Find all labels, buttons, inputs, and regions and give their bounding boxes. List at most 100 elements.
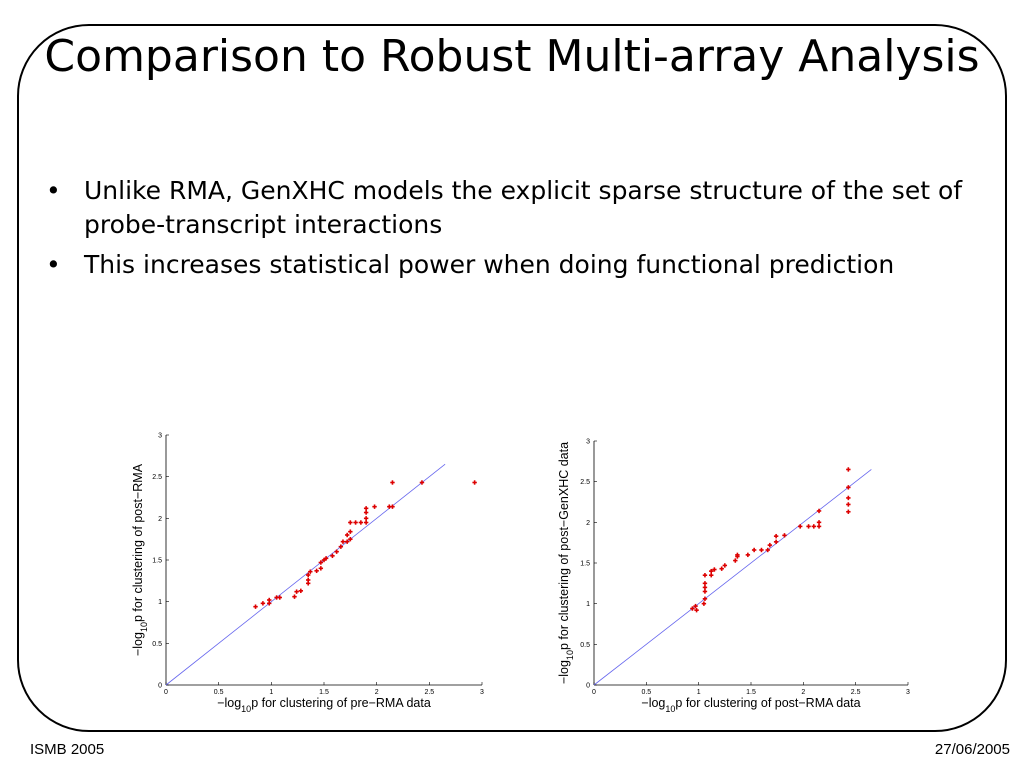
data-point (702, 573, 708, 578)
reference-diagonal-line (165, 463, 446, 686)
data-point (323, 556, 329, 561)
data-point (846, 509, 851, 514)
data-point (348, 536, 353, 542)
x-tick-label: 2.5 (851, 689, 861, 696)
bullet-text: This increases statistical power when do… (84, 250, 895, 279)
data-point (372, 504, 377, 509)
data-point (719, 566, 724, 571)
y-tick-label: 2 (158, 516, 162, 523)
data-point (733, 558, 738, 563)
bullet-list: • Unlike RMA, GenXHC models the explicit… (46, 174, 966, 288)
data-point (811, 524, 816, 529)
data-point (690, 606, 695, 611)
data-point (702, 589, 708, 594)
data-point (419, 480, 425, 485)
y-tick-label: 0.5 (152, 641, 162, 648)
y-tick-label: 2.5 (580, 479, 590, 486)
y-tick-label: 3 (158, 433, 162, 440)
data-point (340, 539, 346, 544)
data-point (292, 594, 297, 599)
reference-diagonal-line (593, 469, 872, 686)
data-point (751, 547, 757, 553)
y-tick-label: 3 (586, 439, 590, 446)
data-point (694, 607, 699, 613)
slide-title: Comparison to Robust Multi-array Analysi… (44, 31, 980, 82)
data-point (702, 585, 708, 590)
data-point (745, 552, 751, 558)
data-point (358, 520, 364, 525)
y-tick-label: 1.5 (580, 561, 590, 568)
y-tick-label: 1 (158, 599, 162, 606)
x-tick-label: 0 (592, 689, 596, 696)
data-point (693, 603, 698, 609)
bullet-dot-icon: • (46, 176, 61, 205)
x-tick-label: 3 (906, 689, 910, 696)
data-point (816, 508, 822, 514)
data-point (267, 601, 272, 606)
footer-conference: ISMB 2005 (30, 741, 105, 758)
scatter-plot-post-rma-vs-genxhc: 0 0.5 1 1.5 2 2.5 3 0 0.5 1 1.5 2 2.5 3 −log10p for cl… (557, 439, 910, 715)
data-point (306, 577, 311, 583)
data-point (846, 485, 851, 490)
slide-frame (17, 24, 1007, 732)
data-point (308, 569, 313, 574)
y-tick-label: 0 (586, 683, 590, 690)
data-point (767, 542, 773, 548)
data-point (338, 544, 344, 549)
data-point (390, 480, 395, 485)
data-point (353, 520, 358, 525)
y-tick-label: 2 (586, 520, 590, 527)
data-point (363, 516, 369, 521)
data-point (722, 563, 728, 568)
y-tick-label: 2.5 (152, 474, 162, 481)
data-point (363, 510, 369, 515)
y-tick-label: 0.5 (580, 642, 590, 649)
x-tick-label: 3 (480, 689, 484, 696)
data-point (363, 520, 369, 525)
data-point (314, 568, 319, 574)
data-point (765, 547, 770, 553)
data-point (330, 553, 335, 559)
data-point (390, 504, 395, 509)
data-point (816, 520, 822, 525)
y-axis-label: −log10p for clustering of post−RMA (131, 463, 149, 656)
x-axis-label: −log10p for clustering of post−RMA data (641, 696, 860, 714)
data-point (846, 495, 851, 501)
bullet-text: Unlike RMA, GenXHC models the explicit s… (84, 176, 963, 239)
data-point (344, 532, 350, 538)
data-point (363, 506, 369, 511)
data-point (709, 568, 714, 574)
y-tick-label: 1 (586, 601, 590, 608)
y-tick-label: 0 (158, 683, 162, 690)
footer-date: 27/06/2005 (934, 741, 1010, 758)
data-point (701, 601, 707, 606)
data-point (294, 589, 299, 594)
bullet-dot-icon: • (46, 250, 61, 279)
data-point (709, 573, 714, 578)
x-tick-label: 2 (375, 689, 379, 696)
data-point (348, 529, 353, 534)
x-tick-label: 1 (269, 689, 273, 696)
x-tick-label: 1.5 (746, 689, 756, 696)
bullet-item: • This increases statistical power when … (46, 248, 966, 282)
data-point (306, 572, 311, 578)
x-tick-label: 0 (164, 689, 168, 696)
data-point (702, 581, 708, 586)
y-axis-label: −log10p for clustering of post−GenXHC da… (557, 442, 575, 684)
x-axis-label: −log10p for clustering of pre−RMA data (217, 696, 431, 714)
data-point (277, 595, 282, 600)
scatter-plot-pre-vs-post-rma: 0 0.5 1 1.5 2 2.5 3 0 0.5 1 1.5 2 2.5 3 −log10p for cl… (131, 433, 484, 715)
data-point (782, 533, 787, 538)
data-point (253, 604, 258, 609)
data-point (846, 502, 851, 507)
data-point (334, 549, 339, 554)
data-point (318, 566, 324, 571)
data-point (797, 524, 803, 529)
data-point (759, 547, 764, 553)
x-tick-label: 0.5 (641, 689, 651, 696)
data-point (773, 533, 779, 539)
data-point (712, 567, 717, 572)
bullet-item: • Unlike RMA, GenXHC models the explicit… (46, 174, 966, 242)
data-point (348, 520, 353, 525)
x-tick-label: 1 (697, 689, 701, 696)
